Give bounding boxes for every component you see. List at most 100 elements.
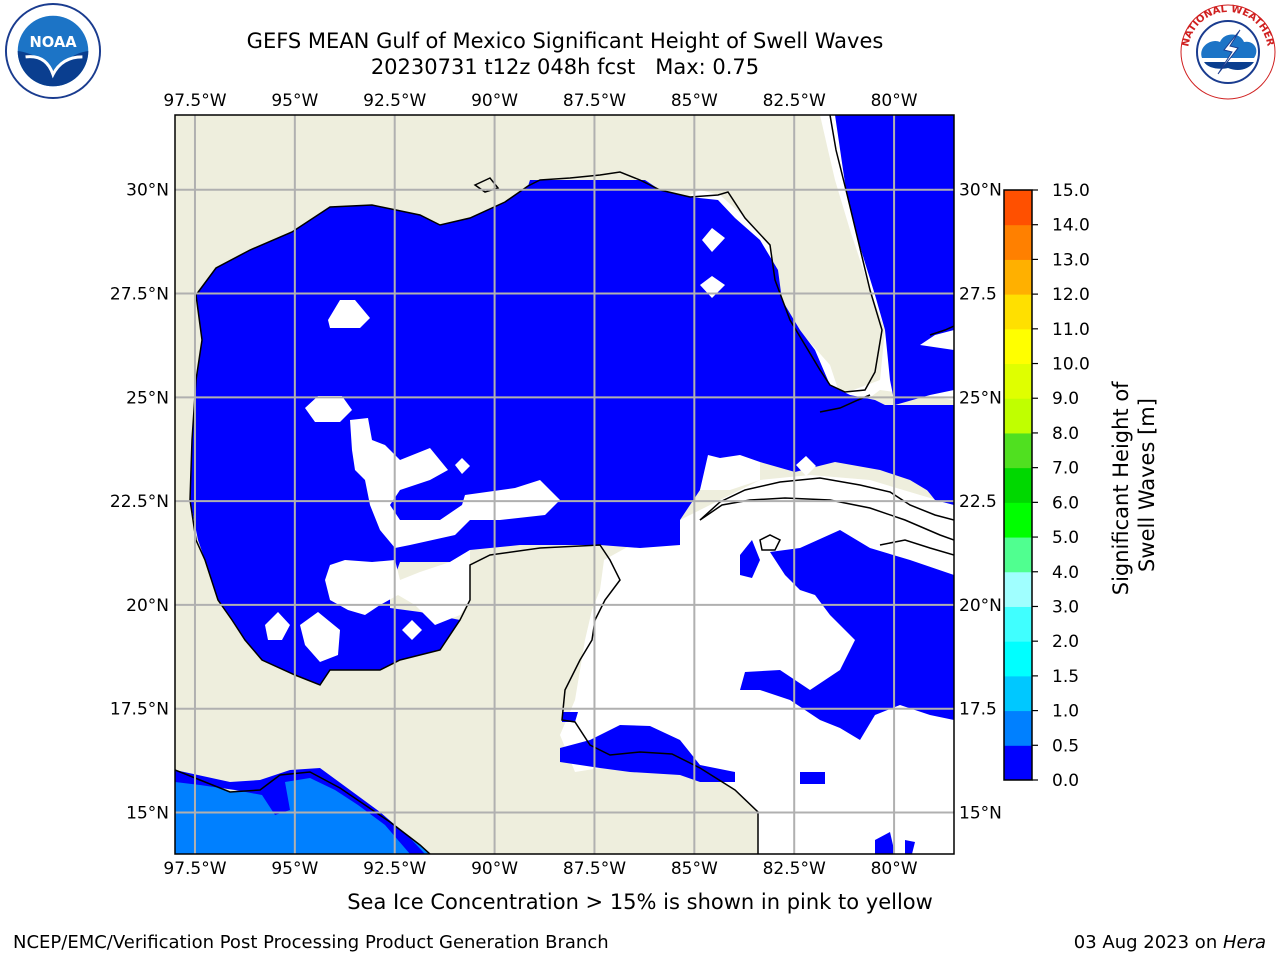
colorbar-tick-label: 15.0 <box>1052 181 1090 201</box>
caribbean-swell-zero-3 <box>560 725 735 782</box>
coastlines <box>175 115 954 854</box>
colorbar-tick-label: 8.0 <box>1052 424 1079 444</box>
colorbar-tick-label: 7.0 <box>1052 459 1079 479</box>
colorbar-tick-label: 10.0 <box>1052 355 1090 375</box>
chart-subtitle: 20230731 t12z 048h fcst Max: 0.75 <box>370 55 760 79</box>
lon-tick-label-top: 80°W <box>871 91 918 111</box>
colorbar-segment <box>1004 675 1032 712</box>
colorbar-segment <box>1004 363 1032 399</box>
colorbar-segment <box>1004 537 1032 573</box>
lon-tick-label-bottom: 85°W <box>671 859 718 879</box>
colorbar-segment <box>1004 432 1032 469</box>
gulf-no-data-5 <box>265 612 290 640</box>
colorbar-segment <box>1004 641 1032 677</box>
lat-tick-label-left: 22.5°N <box>110 492 169 512</box>
colorbar-tick-label: 4.0 <box>1052 563 1079 583</box>
colorbar-tick-label: 9.0 <box>1052 389 1079 409</box>
lon-tick-label-bottom: 90°W <box>471 859 518 879</box>
colorbar-tick-label: 5.0 <box>1052 528 1079 548</box>
colorbar-frame <box>1003 189 1033 781</box>
colorbar-tick-label: 0.0 <box>1052 771 1079 791</box>
lon-tick-label-bottom: 82.5°W <box>763 859 826 879</box>
caribbean-swell-zero-2 <box>740 540 760 578</box>
lat-tick-label-right: 22.5 <box>959 492 997 512</box>
colorbar-segment <box>1004 745 1032 781</box>
colorbar-segment <box>1004 467 1032 503</box>
gulf-no-data-1 <box>328 300 370 328</box>
footer-date: 03 Aug 2023 on Hera <box>1074 932 1266 953</box>
caribbean-swell-zero-4 <box>800 772 825 784</box>
caribbean-swell-zero-5 <box>875 832 895 854</box>
lon-tick-label-top: 90°W <box>471 91 518 111</box>
map-frame <box>174 114 955 855</box>
lon-tick-label-bottom: 80°W <box>871 859 918 879</box>
gulf-no-data-12 <box>700 455 760 490</box>
noaa-logo: NOAA <box>4 2 102 100</box>
caribbean-swell-zero-6 <box>905 840 915 854</box>
lat-tick-label-left: 20°N <box>126 596 169 616</box>
colorbar: 0.0 0.5 1.0 1.5 2.0 3.0 4.0 5.0 6.0 7.0 8.0 9.0 10.0… <box>1003 181 1090 791</box>
lat-tick-label-right: 25°N <box>959 388 1002 408</box>
lon-tick-label-bottom: 95°W <box>271 859 318 879</box>
colorbar-tick-label: 12.0 <box>1052 285 1090 305</box>
colorbar-segment <box>1004 259 1032 295</box>
lon-tick-label-top: 97.5°W <box>163 91 226 111</box>
gulf-no-data-3 <box>350 418 560 548</box>
lat-tick-label-right: 20°N <box>959 596 1002 616</box>
colorbar-segment <box>1004 571 1032 607</box>
colorbar-tick-label: 1.0 <box>1052 702 1079 722</box>
gulf-no-data-8 <box>702 228 725 252</box>
svg-text:Significant Height of Sw: Significant Height of Swell Waves [m] <box>1109 375 1159 596</box>
gulf-no-data-9 <box>700 276 725 298</box>
colorbar-segment <box>1004 224 1032 260</box>
lat-tick-label-right: 30°N <box>959 181 1002 201</box>
lat-tick-label-left: 27.5°N <box>110 285 169 305</box>
lat-tick-label-left: 30°N <box>126 181 169 201</box>
gulf-no-data-7 <box>402 620 422 640</box>
footer-machine: Hera <box>1222 932 1266 953</box>
lat-tick-label-right: 15°N <box>959 803 1002 823</box>
colorbar-segment <box>1004 294 1032 330</box>
lon-tick-label-top: 82.5°W <box>763 91 826 111</box>
colorbar-segment <box>1004 190 1032 226</box>
caribbean-swell-zero-7 <box>562 712 578 722</box>
lon-tick-label-top: 92.5°W <box>363 91 426 111</box>
colorbar-tick-label: 14.0 <box>1052 216 1090 236</box>
lat-tick-label-right: 17.5 <box>959 700 997 720</box>
axis-tick-labels: 97.5°W 97.5°W 95°W 95°W 92.5°W 92.5°W 90°W 90°W… <box>110 91 1002 879</box>
pacific-swell-zero <box>175 768 425 854</box>
colorbar-tick-label: 3.0 <box>1052 597 1079 617</box>
noaa-logo-text: NOAA <box>29 34 77 51</box>
colorbar-segment <box>1004 328 1032 365</box>
lat-tick-label-left: 17.5°N <box>110 700 169 720</box>
gulf-no-data-10 <box>455 458 470 474</box>
lon-tick-label-top: 95°W <box>271 91 318 111</box>
chart-title: GEFS MEAN Gulf of Mexico Significant Hei… <box>246 29 884 53</box>
nws-logo: NATIONAL WEATHER SERVICE <box>1178 2 1276 100</box>
colorbar-segment <box>1004 502 1032 538</box>
lat-tick-label-left: 25°N <box>126 388 169 408</box>
lon-tick-label-top: 85°W <box>671 91 718 111</box>
colorbar-tick-label: 1.5 <box>1052 667 1079 687</box>
colorbar-segment <box>1004 606 1032 642</box>
gulf-no-data-4 <box>325 550 470 625</box>
colorbar-tick-label: 6.0 <box>1052 493 1079 513</box>
sea-ice-note: Sea Ice Concentration > 15% is shown in … <box>347 890 933 914</box>
gulf-no-data-6 <box>300 612 340 662</box>
colorbar-label: Significant Height of Swell Waves [m] <box>1100 335 1170 635</box>
gulf-swell-zero <box>190 180 954 685</box>
colorbar-tick-label: 0.5 <box>1052 736 1079 756</box>
lat-tick-label-right: 27.5 <box>959 285 997 305</box>
lon-tick-label-bottom: 92.5°W <box>363 859 426 879</box>
lon-tick-label-bottom: 87.5°W <box>563 859 626 879</box>
colorbar-tick-label: 2.0 <box>1052 632 1079 652</box>
colorbar-segment <box>1004 398 1032 434</box>
colorbar-tick-label: 13.0 <box>1052 250 1090 270</box>
lat-tick-label-left: 15°N <box>126 803 169 823</box>
gulf-no-data-2 <box>305 396 352 422</box>
footer-credit: NCEP/EMC/Verification Post Processing Pr… <box>13 932 609 953</box>
colorbar-segment <box>1004 710 1032 746</box>
map-area <box>175 115 954 854</box>
lon-tick-label-bottom: 97.5°W <box>163 859 226 879</box>
